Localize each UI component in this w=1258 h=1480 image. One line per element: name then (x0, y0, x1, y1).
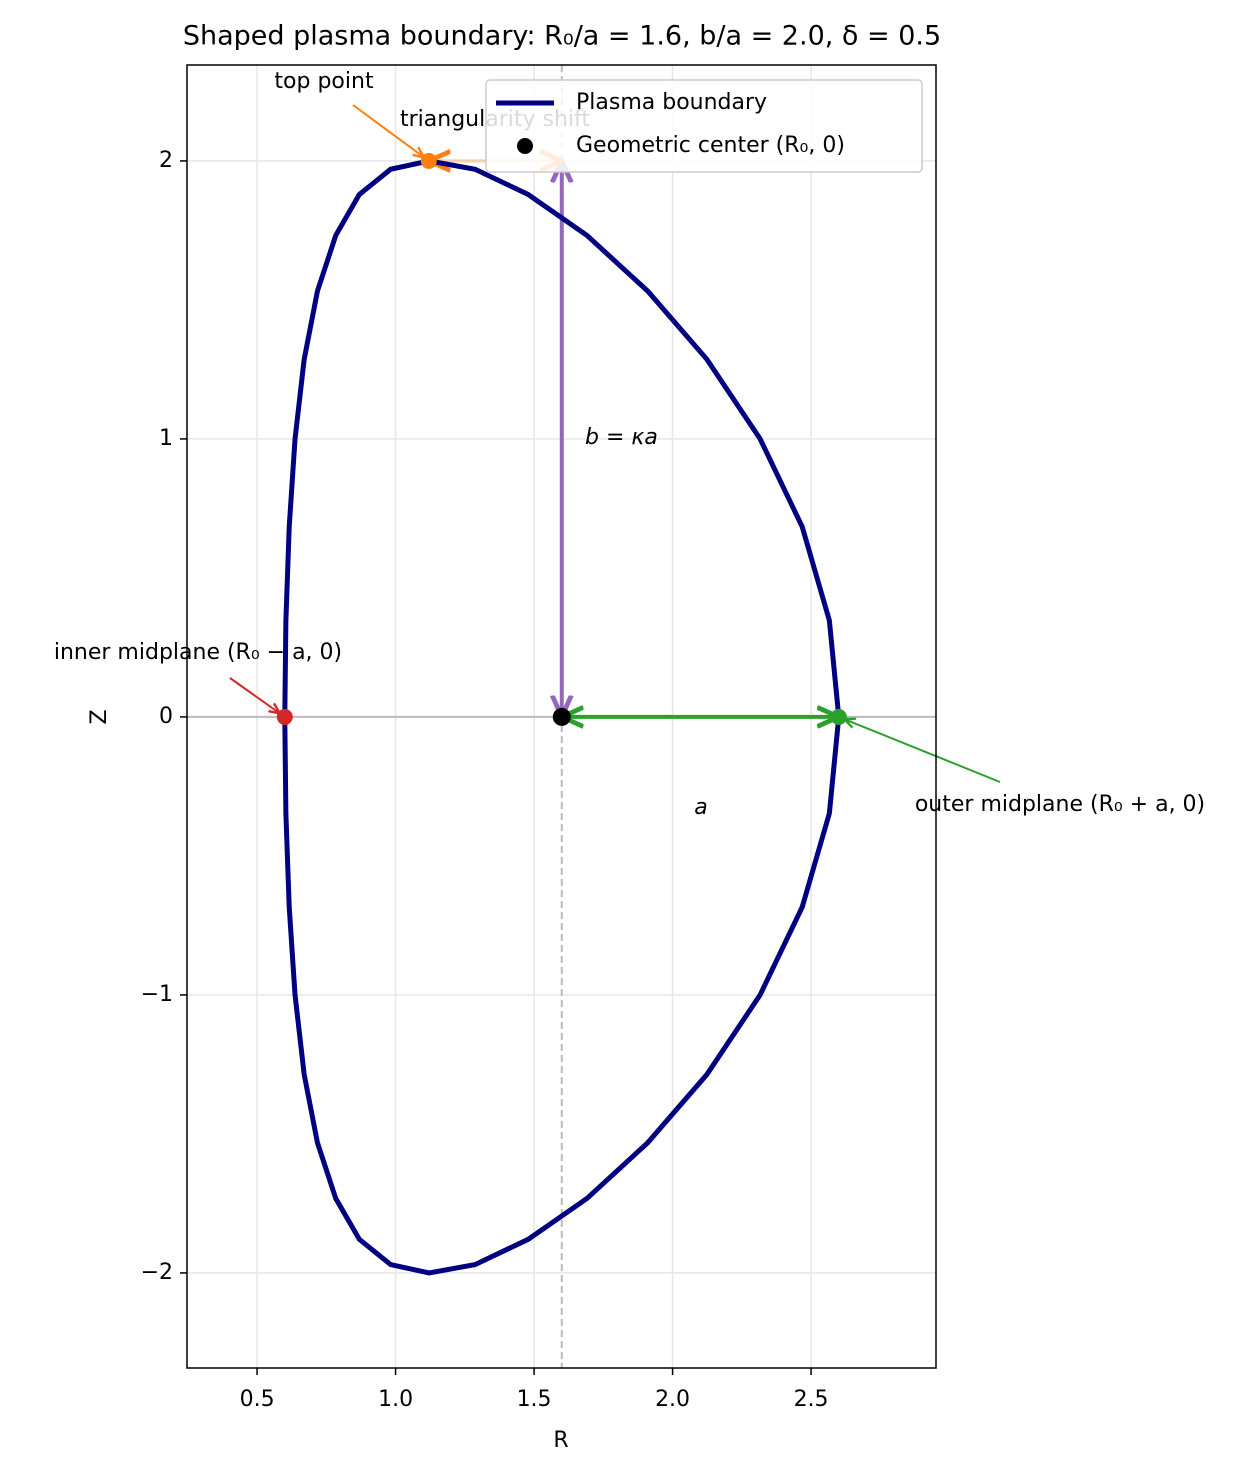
y-tick-label: −2 (141, 1260, 173, 1285)
center-point (552, 707, 571, 726)
x-tick-label: 1.0 (378, 1387, 413, 1412)
y-tick-label: 0 (159, 704, 173, 729)
annotation-arrow (844, 719, 1001, 783)
legend-swatch (517, 138, 533, 154)
annotation-arrow (229, 677, 280, 713)
y-tick-label: −1 (141, 982, 173, 1007)
x-tick-label: 2.0 (655, 1387, 690, 1412)
arrow-label: b = κa (585, 425, 658, 450)
y-tick-label: 2 (159, 148, 173, 173)
arrow-label: a (694, 795, 707, 820)
marker-point (420, 152, 437, 169)
legend-label: Plasma boundary (576, 90, 767, 115)
legend-box (485, 79, 923, 173)
x-tick-label: 2.5 (794, 1387, 829, 1412)
annotation-arrow (352, 104, 424, 157)
chart-title: Shaped plasma boundary: R₀/a = 1.6, b/a … (183, 21, 941, 52)
y-tick-label: 1 (159, 426, 173, 451)
plot-frame (186, 64, 937, 1369)
marker-point (276, 708, 293, 725)
legend-label: Geometric center (R₀, 0) (576, 133, 845, 158)
x-tick-label: 1.5 (517, 1387, 552, 1412)
y-axis-label: Z (87, 709, 112, 724)
annotation-label: inner midplane (R₀ − a, 0) (54, 640, 342, 665)
x-tick-label: 0.5 (240, 1387, 275, 1412)
x-axis-label: R (553, 1428, 568, 1453)
annotation-label: outer midplane (R₀ + a, 0) (915, 792, 1205, 817)
annotation-label: top point (274, 69, 374, 94)
marker-point (830, 708, 847, 725)
